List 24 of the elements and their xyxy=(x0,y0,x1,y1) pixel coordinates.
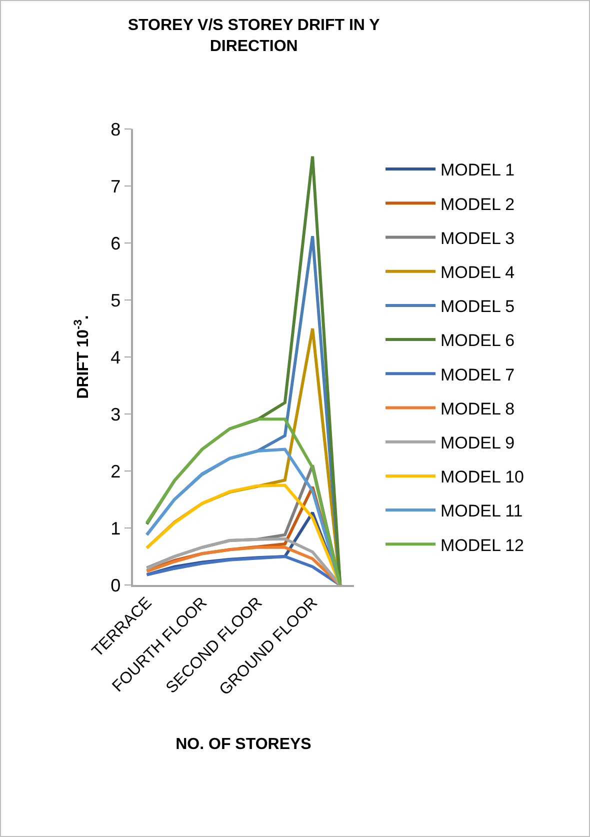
legend-label: MODEL 7 xyxy=(440,365,515,384)
y-tick-label: 1 xyxy=(110,518,121,538)
legend-label: MODEL 5 xyxy=(440,297,515,316)
legend-label: MODEL 8 xyxy=(440,399,515,418)
legend-label: MODEL 11 xyxy=(440,502,523,521)
y-tick-label: 5 xyxy=(110,290,121,310)
legend-label: MODEL 4 xyxy=(440,262,515,282)
y-tick-label: 7 xyxy=(110,176,121,196)
y-tick-label: 0 xyxy=(110,575,121,596)
chart-title: STOREY V/S STOREY DRIFT IN Y DIRECTION xyxy=(128,17,380,56)
legend-label: MODEL 10 xyxy=(440,468,524,487)
legend-label: MODEL 2 xyxy=(440,194,515,214)
y-tick-label: 2 xyxy=(110,461,121,482)
x-axis-title: NO. OF STOREYS xyxy=(176,736,312,754)
y-tick-label: 6 xyxy=(110,233,121,254)
y-tick-label: 8 xyxy=(110,119,121,140)
legend-label: MODEL 3 xyxy=(440,228,515,248)
y-tick-label: 4 xyxy=(110,347,121,368)
legend-label: MODEL 1 xyxy=(440,160,515,180)
line-series xyxy=(145,418,342,585)
legend-label: MODEL 9 xyxy=(440,433,515,452)
y-tick-label: 3 xyxy=(110,404,121,424)
legend-label: MODEL 12 xyxy=(440,536,524,555)
legend-label: MODEL 6 xyxy=(440,331,515,350)
